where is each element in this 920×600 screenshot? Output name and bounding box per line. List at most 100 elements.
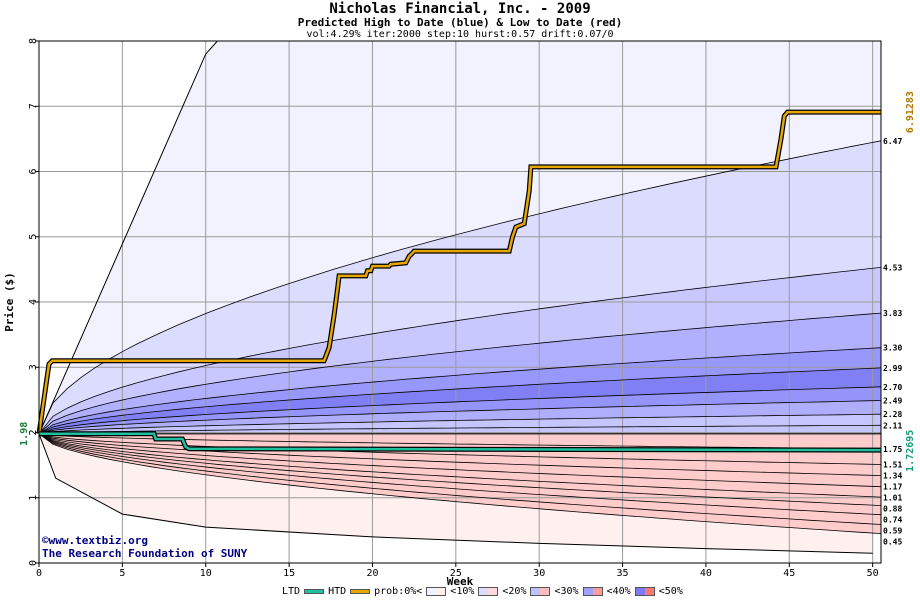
high-quantile-line: [38, 400, 882, 435]
legend-ltd-swatch: [304, 589, 325, 594]
x-tick-label: 30: [533, 568, 545, 579]
high-band-1: [39, 140, 881, 434]
legend-htd-label: HTD: [328, 586, 347, 597]
legend-swatch-40: [582, 587, 603, 596]
series-lines: [36, 109, 882, 453]
quantile-end-label: 2.28: [883, 410, 902, 419]
legend-swatch-50: [634, 587, 655, 596]
high-band-5: [39, 367, 881, 434]
quantile-end-label: 0.59: [883, 527, 902, 536]
x-tick-label: 35: [617, 568, 629, 579]
low-quantile-line: [38, 433, 882, 476]
quantile-end-label: 2.11: [883, 421, 902, 430]
y-tick-label: 7: [28, 103, 39, 109]
quantile-end-label: 1.01: [883, 494, 902, 503]
quantile-end-label: 0.88: [883, 505, 902, 514]
y-axis-title: Price ($): [3, 272, 16, 332]
legend-swatch-10: [426, 587, 447, 596]
high-quantile-line: [38, 267, 882, 435]
quantile-end-label: 1.34: [883, 472, 902, 481]
high-quantile-line: [38, 424, 882, 435]
low-quantile-line: [38, 433, 882, 498]
high-band-9: [39, 425, 881, 434]
htd-final-label: 6.91283: [905, 91, 916, 133]
x-tick-label: 25: [450, 568, 462, 579]
quantile-bands: [39, 41, 881, 554]
legend-htd-swatch: [350, 589, 371, 594]
quantile-end-label: 6.47: [883, 137, 902, 146]
legend-label-40: <40%: [606, 586, 631, 597]
y-tick-label: 5: [28, 234, 39, 240]
x-tick-label: 0: [36, 568, 42, 579]
high-band-4: [39, 347, 881, 434]
low-quantile-line: [38, 433, 882, 516]
quantile-end-label: 1.75: [883, 445, 902, 454]
x-tick-label: 15: [283, 568, 295, 579]
y-tick-label: 2: [28, 429, 39, 435]
high-quantile-line: [38, 367, 882, 435]
axes: [35, 40, 882, 567]
high-quantile-line: [38, 347, 882, 435]
low-quantile-line: [38, 433, 882, 525]
quantile-end-label: 2.49: [883, 397, 902, 406]
y-tick-label: 8: [28, 38, 39, 44]
high-band-2: [39, 267, 881, 434]
high-band-0: [39, 41, 881, 434]
quantile-lines: [38, 40, 882, 554]
quantile-end-label: 2.70: [883, 383, 902, 392]
x-tick-label: 20: [366, 568, 378, 579]
x-axis-title: Week: [447, 575, 474, 588]
legend-ltd-label: LTD: [282, 586, 301, 597]
credit-url: ©www.textbiz.org: [42, 534, 148, 547]
high-quantile-line: [38, 413, 882, 435]
chart-params: vol:4.29% iter:2000 step:10 hurst:0.57 d…: [306, 29, 614, 40]
x-tick-label: 40: [700, 568, 712, 579]
low-quantile-line: [38, 433, 882, 465]
x-tick-label: 45: [783, 568, 795, 579]
chart-title: Nicholas Financial, Inc. - 2009: [329, 1, 591, 17]
quantile-end-label: 0.45: [883, 538, 902, 547]
high-band-8: [39, 414, 881, 434]
high-band-6: [39, 386, 881, 434]
y-tick-label: 4: [28, 299, 39, 305]
legend-label-10: <10%: [450, 586, 475, 597]
chart-subtitle: Predicted High to Date (blue) & Low to D…: [297, 16, 623, 29]
y-tick-label: 6: [28, 168, 39, 174]
high-band-7: [39, 400, 881, 434]
credit-block: ©www.textbiz.org The Research Foundation…: [42, 534, 247, 560]
chart-title-block: Nicholas Financial, Inc. - 2009 Predicte…: [0, 1, 920, 41]
htd-line: [37, 110, 881, 434]
legend-label-30: <30%: [554, 586, 579, 597]
quantile-end-label: 2.99: [883, 364, 902, 373]
high-quantile-line: [38, 312, 882, 435]
high-quantile-line: [38, 386, 882, 435]
y-tick-label: 1: [28, 495, 39, 501]
legend: LTD HTD prob:0%< <10% <20% <30% <40% <50…: [282, 586, 683, 597]
quantile-end-label: 3.30: [883, 344, 902, 353]
outer-high-line: [38, 40, 218, 435]
x-tick-label: 50: [867, 568, 879, 579]
low-quantile-line: [38, 433, 882, 488]
x-tick-label: 10: [200, 568, 212, 579]
legend-swatch-30: [530, 587, 551, 596]
y-tick-label: 3: [28, 364, 39, 370]
quantile-end-label: 3.83: [883, 309, 902, 318]
legend-label-20: <20%: [502, 586, 527, 597]
low-quantile-line: [38, 433, 882, 534]
legend-label-50: <50%: [658, 586, 683, 597]
quantile-end-label: 1.51: [883, 460, 902, 469]
ltd-line: [39, 432, 882, 452]
x-tick-label: 5: [119, 568, 125, 579]
legend-prob-label: prob:0%<: [374, 586, 423, 597]
quantile-end-label: 1.17: [883, 483, 902, 492]
start-price-label: 1.98: [19, 422, 30, 446]
y-tick-label: 0: [28, 560, 39, 566]
ltd-final-label: 1.72695: [905, 430, 916, 472]
high-band-3: [39, 313, 881, 434]
legend-swatch-20: [478, 587, 499, 596]
outer-low-line: [38, 433, 873, 554]
low-quantile-line: [38, 433, 882, 506]
credit-org: The Research Foundation of SUNY: [42, 547, 248, 560]
